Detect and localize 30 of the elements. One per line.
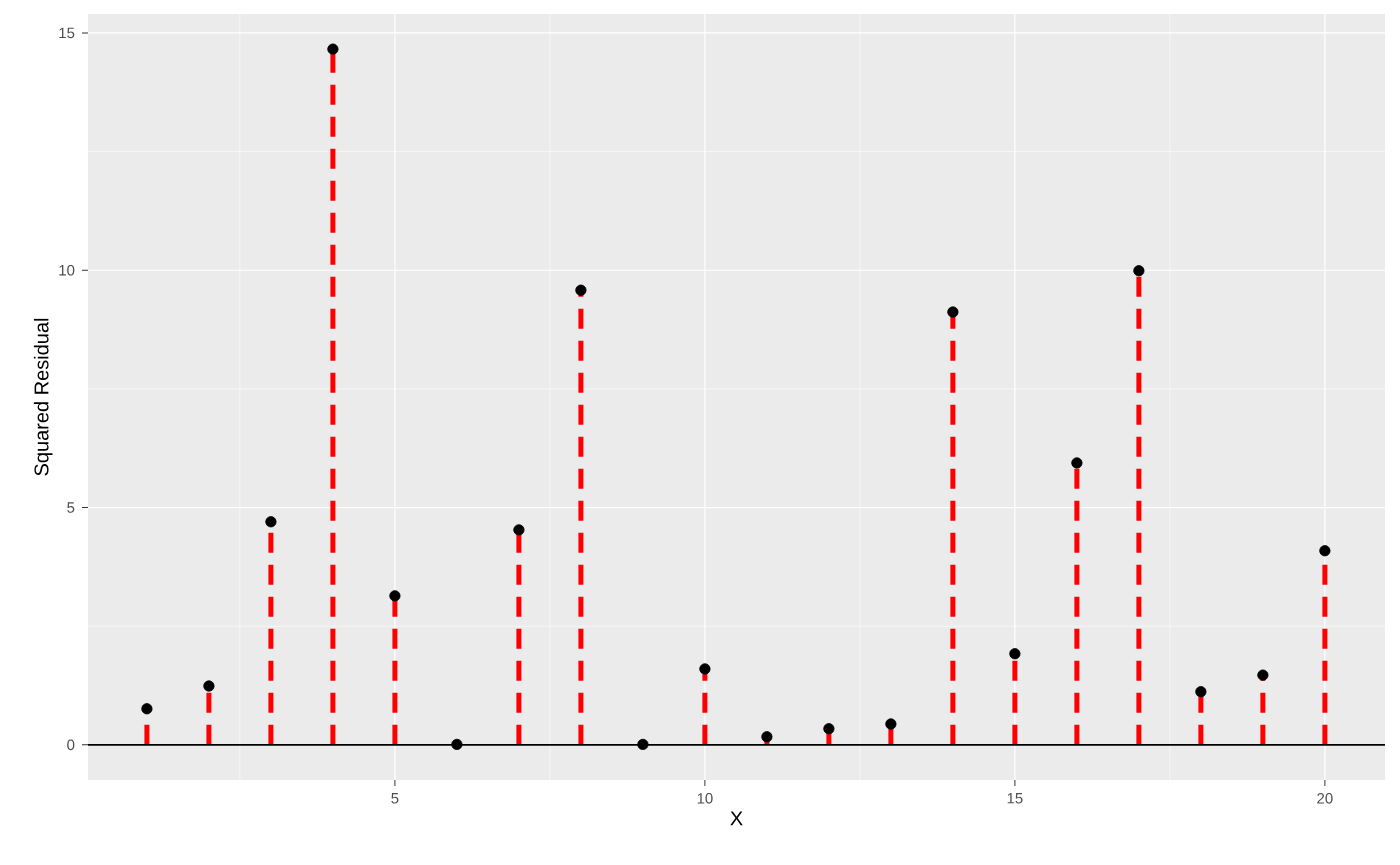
point — [1009, 648, 1021, 660]
point — [1195, 686, 1207, 698]
point — [1071, 457, 1083, 469]
y-tick-label: 15 — [59, 27, 75, 39]
point — [1319, 545, 1331, 557]
point — [513, 524, 525, 536]
x-tick-label: 10 — [697, 793, 713, 804]
point — [637, 738, 649, 750]
x-tick-label: 15 — [1007, 793, 1023, 804]
y-tick-label: 5 — [67, 502, 75, 513]
point — [203, 680, 215, 692]
point — [327, 43, 339, 55]
y-tick-label: 10 — [59, 264, 75, 276]
point — [265, 516, 277, 528]
point — [575, 284, 587, 296]
point — [1257, 669, 1269, 681]
x-tick-label: 5 — [391, 793, 399, 804]
y-axis-title: Squared Residual — [33, 318, 53, 476]
point — [947, 306, 959, 318]
point — [699, 663, 711, 675]
point — [389, 590, 401, 602]
y-tick-label: 0 — [67, 739, 75, 751]
point — [451, 738, 463, 750]
point — [761, 731, 773, 743]
point — [1133, 265, 1145, 277]
point — [823, 723, 835, 735]
x-tick-label: 20 — [1317, 793, 1333, 804]
x-axis-title: X — [730, 811, 743, 826]
point — [885, 718, 897, 730]
point — [141, 703, 153, 715]
